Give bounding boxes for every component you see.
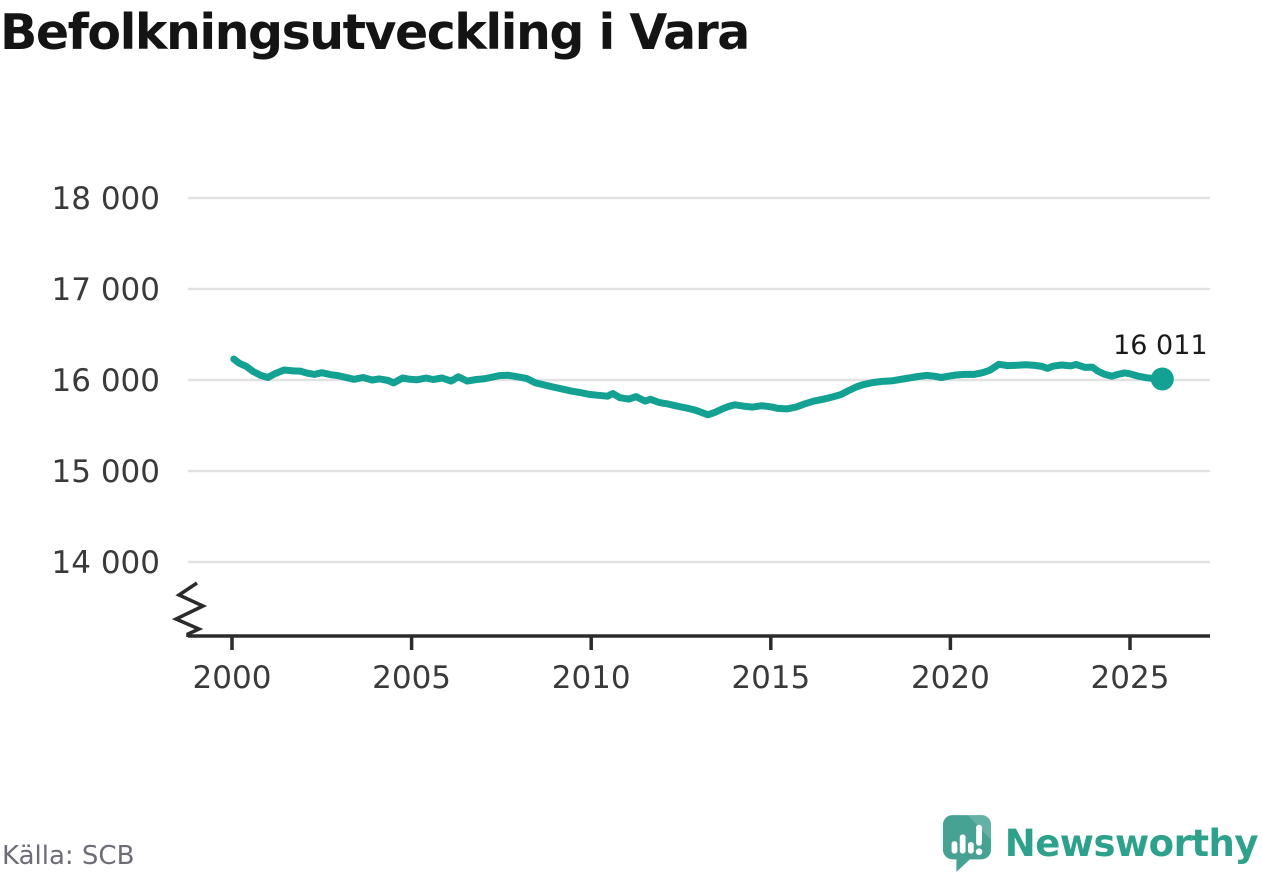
x-axis-tick-label: 2010: [552, 660, 631, 696]
y-axis-tick-label: 18 000: [52, 181, 160, 217]
y-axis-tick-label: 14 000: [52, 545, 160, 581]
y-axis-tick-label: 16 000: [52, 363, 160, 399]
x-axis-tick-label: 2025: [1091, 660, 1170, 696]
x-axis-tick-label: 2020: [911, 660, 990, 696]
x-axis-tick-label: 2005: [372, 660, 451, 696]
bar-chart-glyph: [951, 824, 983, 855]
last-value-label: 16 011: [1113, 330, 1207, 361]
page-title: Befolkningsutveckling i Vara: [0, 4, 750, 61]
source-note: Källa: SCB: [2, 841, 135, 871]
x-axis-tick-label: 2015: [731, 660, 810, 696]
last-value-dot: [1150, 367, 1174, 391]
y-axis-tick-label: 17 000: [52, 272, 160, 308]
axis-break-mark: [171, 581, 208, 637]
newsworthy-logo[interactable]: Newsworthy: [941, 813, 1259, 873]
population-line: [230, 355, 1166, 419]
x-axis-tick-label: 2000: [193, 660, 272, 696]
newsworthy-logo-text: Newsworthy: [1004, 821, 1259, 865]
y-axis-tick-label: 15 000: [52, 454, 160, 490]
newsworthy-logo-icon: [942, 815, 991, 872]
